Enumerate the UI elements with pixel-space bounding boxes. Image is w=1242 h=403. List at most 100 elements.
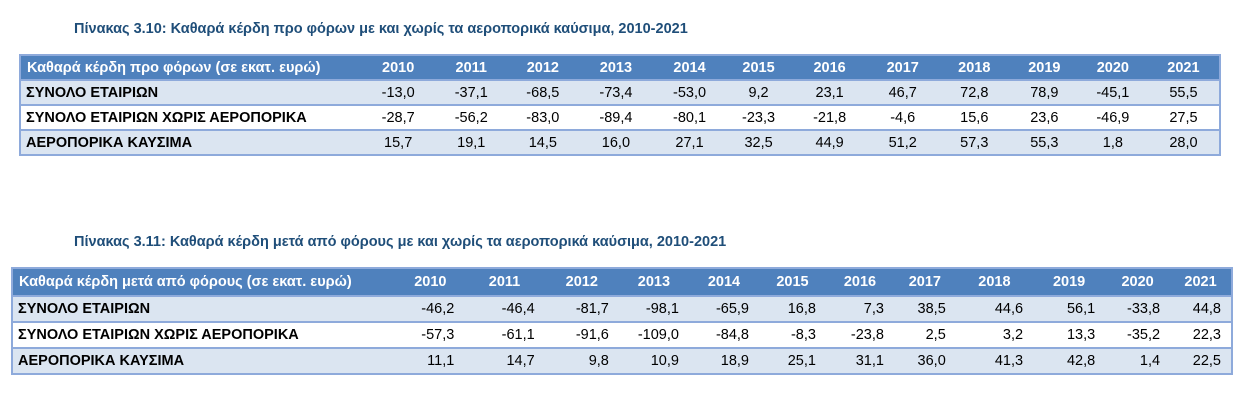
table-cell: 55,5 [1147, 79, 1220, 105]
table-cell: -91,6 [544, 321, 619, 348]
column-header-year: 2016 [825, 268, 894, 296]
table-cell: 32,5 [725, 129, 792, 155]
column-header-year: 2015 [725, 55, 792, 80]
table-cell: 15,7 [361, 129, 436, 155]
table-cell: 22,5 [1170, 347, 1232, 374]
table-cell: 10,9 [618, 347, 689, 374]
column-header-label: Καθαρά κέρδη προ φόρων (σε εκατ. ευρώ) [20, 55, 362, 80]
table-3-10: Καθαρά κέρδη προ φόρων (σε εκατ. ευρώ) 2… [19, 54, 1221, 156]
table-cell: 36,0 [893, 347, 956, 374]
row-label: ΑΕΡΟΠΟΡΙΚΑ ΚΑΥΣΙΜΑ [20, 129, 362, 155]
table-cell: -46,2 [396, 295, 465, 322]
table-cell: -109,0 [618, 321, 689, 348]
table-cell: -89,4 [578, 104, 654, 130]
column-header-year: 2017 [867, 55, 938, 80]
column-header-year: 2019 [1010, 55, 1078, 80]
column-header-year: 2012 [544, 268, 619, 296]
table-cell: 55,3 [1010, 129, 1078, 155]
table-cell: 27,1 [653, 129, 726, 155]
table-cell: 78,9 [1010, 79, 1078, 105]
column-header-year: 2020 [1077, 55, 1148, 80]
column-header-year: 2021 [1147, 55, 1220, 80]
table-cell: 27,5 [1147, 104, 1220, 130]
column-header-year: 2020 [1105, 268, 1171, 296]
table-cell: 7,3 [825, 295, 894, 322]
table-cell: 42,8 [1033, 347, 1106, 374]
column-header-year: 2016 [791, 55, 868, 80]
table-cell: 25,1 [759, 347, 826, 374]
column-header-year: 2018 [955, 268, 1034, 296]
column-header-year: 2013 [578, 55, 654, 80]
table-header-row: Καθαρά κέρδη μετά από φόρους (σε εκατ. ε… [12, 268, 1232, 296]
table-cell: -56,2 [435, 104, 508, 130]
table-row: ΣΥΝΟΛΟ ΕΤΑΙΡΙΩΝ ΧΩΡΙΣ ΑΕΡΟΠΟΡΙΚΑ -57,3 -… [12, 321, 1232, 348]
column-header-year: 2014 [688, 268, 759, 296]
table-row: ΣΥΝΟΛΟ ΕΤΑΙΡΙΩΝ -46,2 -46,4 -81,7 -98,1 … [12, 295, 1232, 322]
table-cell: 22,3 [1170, 321, 1232, 348]
table-cell: 19,1 [435, 129, 508, 155]
table-cell: 13,3 [1033, 321, 1106, 348]
column-header-year: 2014 [653, 55, 726, 80]
table-cell: -53,0 [653, 79, 726, 105]
column-header-label: Καθαρά κέρδη μετά από φόρους (σε εκατ. ε… [12, 268, 397, 296]
column-header-year: 2019 [1033, 268, 1106, 296]
table-cell: -84,8 [688, 321, 759, 348]
table-cell: -45,1 [1077, 79, 1148, 105]
column-header-year: 2013 [618, 268, 689, 296]
table-cell: -83,0 [507, 104, 579, 130]
table-cell: 11,1 [396, 347, 465, 374]
table-row: ΣΥΝΟΛΟ ΕΤΑΙΡΙΩΝ -13,0 -37,1 -68,5 -73,4 … [20, 79, 1220, 105]
table-cell: -23,8 [825, 321, 894, 348]
table-cell: 14,5 [507, 129, 579, 155]
table-cell: 15,6 [937, 104, 1011, 130]
row-label: ΣΥΝΟΛΟ ΕΤΑΙΡΙΩΝ ΧΩΡΙΣ ΑΕΡΟΠΟΡΙΚΑ [20, 104, 362, 130]
column-header-year: 2010 [361, 55, 436, 80]
column-header-year: 2017 [893, 268, 956, 296]
table-cell: 3,2 [955, 321, 1034, 348]
table-cell: -35,2 [1105, 321, 1171, 348]
table-cell: 44,8 [1170, 295, 1232, 322]
table-cell: 1,8 [1077, 129, 1148, 155]
table-cell: -98,1 [618, 295, 689, 322]
table-cell: 23,1 [791, 79, 868, 105]
column-header-year: 2018 [937, 55, 1011, 80]
table-cell: -13,0 [361, 79, 436, 105]
table-cell: 9,2 [725, 79, 792, 105]
row-label: ΣΥΝΟΛΟ ΕΤΑΙΡΙΩΝ [12, 295, 397, 322]
table-3-10-caption: Πίνακας 3.10: Καθαρά κέρδη προ φόρων με … [74, 21, 688, 37]
table-cell: -68,5 [507, 79, 579, 105]
table-cell: 46,7 [867, 79, 938, 105]
column-header-year: 2012 [507, 55, 579, 80]
table-cell: -73,4 [578, 79, 654, 105]
table-cell: -46,4 [464, 295, 545, 322]
column-header-year: 2010 [396, 268, 465, 296]
table-cell: -80,1 [653, 104, 726, 130]
row-label: ΑΕΡΟΠΟΡΙΚΑ ΚΑΥΣΙΜΑ [12, 347, 397, 374]
column-header-year: 2015 [759, 268, 826, 296]
table-cell: 28,0 [1147, 129, 1220, 155]
table-cell: -61,1 [464, 321, 545, 348]
table-cell: 51,2 [867, 129, 938, 155]
table-row: ΑΕΡΟΠΟΡΙΚΑ ΚΑΥΣΙΜΑ 11,1 14,7 9,8 10,9 18… [12, 347, 1232, 374]
column-header-year: 2011 [464, 268, 545, 296]
table-cell: 1,4 [1105, 347, 1171, 374]
table-cell: 16,8 [759, 295, 826, 322]
table-row: ΑΕΡΟΠΟΡΙΚΑ ΚΑΥΣΙΜΑ 15,7 19,1 14,5 16,0 2… [20, 129, 1220, 155]
table-cell: -81,7 [544, 295, 619, 322]
column-header-year: 2011 [435, 55, 508, 80]
table-cell: 56,1 [1033, 295, 1106, 322]
table-cell: 2,5 [893, 321, 956, 348]
table-3-11: Καθαρά κέρδη μετά από φόρους (σε εκατ. ε… [11, 267, 1233, 375]
table-cell: 31,1 [825, 347, 894, 374]
table-cell: 72,8 [937, 79, 1011, 105]
table-cell: 44,6 [955, 295, 1034, 322]
table-cell: 41,3 [955, 347, 1034, 374]
table-cell: -46,9 [1077, 104, 1148, 130]
table-cell: -57,3 [396, 321, 465, 348]
table-cell: 9,8 [544, 347, 619, 374]
table-cell: 57,3 [937, 129, 1011, 155]
row-label: ΣΥΝΟΛΟ ΕΤΑΙΡΙΩΝ [20, 79, 362, 105]
table-cell: -28,7 [361, 104, 436, 130]
row-label: ΣΥΝΟΛΟ ΕΤΑΙΡΙΩΝ ΧΩΡΙΣ ΑΕΡΟΠΟΡΙΚΑ [12, 321, 397, 348]
table-cell: 16,0 [578, 129, 654, 155]
